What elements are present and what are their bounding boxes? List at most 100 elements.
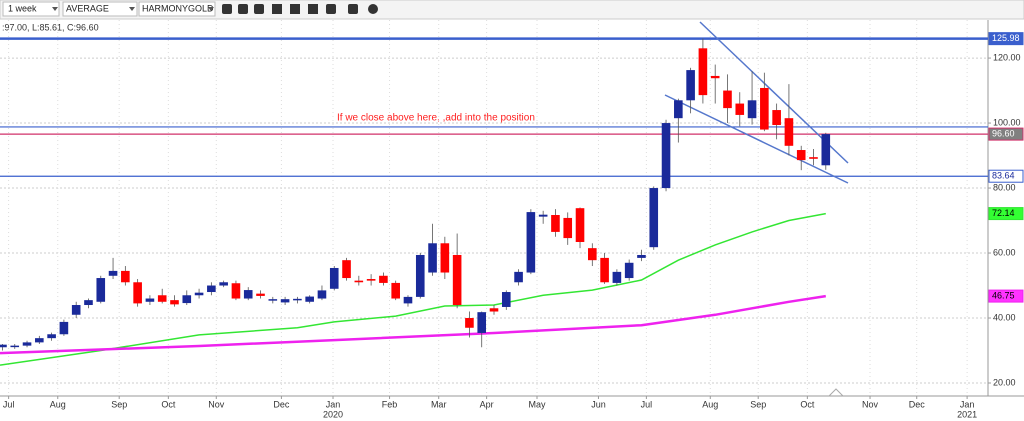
x-tick-label: Sep [750,399,766,409]
candle-body [329,267,339,289]
candle-body [649,188,659,248]
candle-body [194,292,204,296]
candle-body [354,280,364,283]
y-tick-label: 80.00 [993,182,1016,192]
candle-body [551,215,560,232]
candle-body [47,334,56,339]
toolbar-icons[interactable] [222,4,378,14]
candle-body [760,87,769,130]
candle-body [809,157,818,159]
candle-body [121,270,130,283]
candle-body [747,100,757,119]
candle-body [526,212,536,273]
candle-body [219,282,228,286]
candle-body [170,300,179,305]
x-tick-label: Dec [273,399,290,409]
candle-body [415,254,425,297]
icon[interactable] [308,4,318,14]
x-tick-label: Aug [50,399,66,409]
x-tick-label: Jun [591,399,606,409]
level-label-bg [988,207,1024,221]
candle-body [293,298,302,301]
candle-body [207,285,216,293]
candle-body [735,103,745,115]
candle-body [305,296,314,302]
symbol-select[interactable] [138,1,216,17]
y-tick-label: 20.00 [993,377,1016,387]
icon[interactable] [272,4,282,14]
x-tick-label: Mar [431,399,447,409]
candle-body [821,134,831,166]
candle-body [710,75,720,79]
candle-body [612,271,622,283]
y-tick-label: 60.00 [993,247,1016,257]
candle-body [723,90,732,109]
candle-body [366,279,376,281]
candle-body [0,344,7,348]
x-tick-label: Nov [862,399,879,409]
x-tick-label: Jul [641,399,653,409]
y-tick-label: 120.00 [993,52,1021,62]
level-label-bg [988,127,1024,141]
candle-body [600,257,609,283]
candle-body [59,321,69,335]
candle-body [428,243,437,273]
x-tick-label: Apr [480,399,494,409]
toolbar: 1 week AVERAGE HARMONYGOLD [0,0,1024,20]
candle-body [575,208,585,242]
x-tick-label: Jul [3,399,15,409]
ohlc-info: :97.00, L:85.61, C:96.60 [2,22,99,32]
icon[interactable] [238,4,248,14]
candle-body [686,70,695,101]
interval-select[interactable] [2,1,60,17]
x-tick-label: Aug [702,399,718,409]
candle-body [563,217,573,239]
trend-line [664,94,849,184]
moving-average [0,294,826,355]
icon[interactable] [222,4,232,14]
candle-body [514,271,523,283]
candle-body [35,338,44,343]
candle-body [108,270,118,276]
candle-body [22,342,32,346]
candle-body [268,299,278,301]
icon[interactable] [254,4,264,14]
year-label: 2021 [957,409,977,419]
dropdown-arrow [52,7,58,11]
x-tick-label: Nov [208,399,225,409]
icon[interactable] [348,4,358,14]
candle-body [182,295,192,304]
level-label-bg [988,289,1024,303]
candle-body [452,254,462,306]
candle-body [71,305,81,315]
candle-body [10,345,20,348]
interval: 1 week [8,3,37,13]
candle-body [661,123,671,189]
candle-body [243,290,253,299]
x-tick-label: Dec [909,399,926,409]
icon[interactable] [326,4,336,14]
candle-body [96,278,106,302]
candle-body [674,100,683,119]
candle-body [256,293,265,296]
annotation: If we close above here, ,add into the po… [337,113,535,124]
icon[interactable] [368,4,378,14]
scroll-marker [828,388,844,397]
icon[interactable] [290,4,300,14]
x-tick-label: Sep [111,399,127,409]
y-tick-label: 100.00 [993,117,1021,127]
candle-body [588,248,597,261]
x-tick-label: Oct [161,399,176,409]
candle-body [145,298,155,302]
candle-body [698,48,708,96]
candle-body [489,308,499,312]
candle-body [796,150,806,161]
moving-average [0,212,826,366]
style: AVERAGE [66,3,109,13]
candle-body [403,296,413,304]
candle-body [465,318,474,328]
candle-body [342,260,351,279]
style-select[interactable] [62,1,138,17]
